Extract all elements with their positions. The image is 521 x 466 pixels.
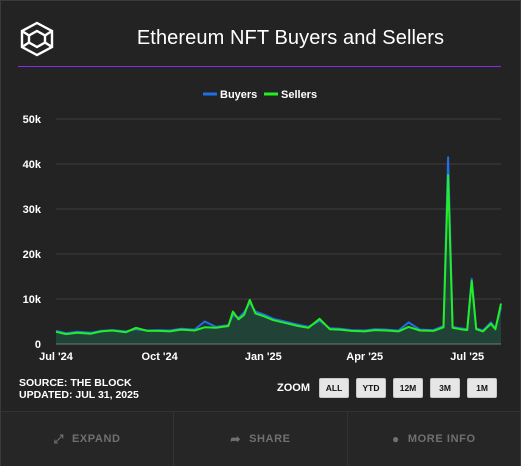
share-button[interactable]: ➦ SHARE (174, 412, 348, 466)
source-note: SOURCE: THE BLOCK UPDATED: JUL 31, 2025 (19, 377, 139, 401)
more-info-button[interactable]: ● MORE INFO (348, 412, 520, 466)
y-tick-label: 30k (23, 204, 42, 216)
y-tick-label: 50k (23, 114, 42, 126)
updated-text: UPDATED: JUL 31, 2025 (19, 389, 139, 401)
legend-item[interactable]: Sellers (281, 89, 317, 101)
chart-area: Buyers Sellers 0 10k 20k 30k 40k 50k Jul '24 Oc… (23, 89, 502, 363)
chart-title: Ethereum NFT Buyers and Sellers (136, 27, 445, 49)
x-tick-label: Jul '25 (450, 351, 484, 363)
zoom-3m-button[interactable]: 3M (430, 378, 460, 398)
x-tick-label: Oct '24 (142, 351, 179, 363)
series-line[interactable] (55, 156, 502, 335)
info-circle-icon: ● (392, 432, 400, 446)
y-tick-label: 20k (23, 249, 42, 261)
x-tick-label: Jul '24 (39, 351, 74, 363)
header: Ethereum NFT Buyers and Sellers (1, 1, 520, 67)
series-area (56, 157, 501, 344)
zoom-1m-button[interactable]: 1M (467, 378, 497, 398)
expand-arrows-icon: ⤢ (53, 431, 64, 446)
y-tick-label: 40k (23, 159, 42, 171)
legend-item[interactable]: Buyers (220, 89, 257, 101)
y-tick-label: 10k (23, 294, 42, 306)
expand-label: EXPAND (71, 433, 121, 445)
y-tick-label: 0 (35, 339, 41, 351)
share-arrow-icon: ➦ (230, 432, 242, 446)
x-axis-ticks: Jul '24 Oct '24 Jan '25 Apr '25 Jul '25 (39, 351, 484, 363)
more-info-label: MORE INFO (407, 433, 476, 445)
share-label: SHARE (249, 433, 291, 445)
grid-lines (56, 118, 501, 345)
legend: Buyers Sellers (203, 89, 317, 101)
title-divider (18, 66, 501, 67)
y-axis-ticks: 0 10k 20k 30k 40k 50k (23, 114, 42, 351)
zoom-12m-button[interactable]: 12M (393, 378, 423, 398)
zoom-all-button[interactable]: ALL (319, 378, 349, 398)
series-line[interactable] (55, 174, 502, 336)
x-tick-label: Apr '25 (346, 351, 383, 363)
expand-button[interactable]: ⤢ EXPAND (1, 412, 175, 466)
x-tick-label: Jan '25 (245, 351, 282, 363)
series-area (56, 175, 501, 344)
zoom-label: ZOOM (277, 382, 310, 394)
the-block-cube-logo (20, 21, 54, 57)
source-text: SOURCE: THE BLOCK (19, 377, 132, 389)
zoom-ytd-button[interactable]: YTD (356, 378, 386, 398)
footer-bar: ⤢ EXPAND ➦ SHARE ● MORE INFO (1, 411, 520, 466)
series-layer (55, 156, 502, 344)
